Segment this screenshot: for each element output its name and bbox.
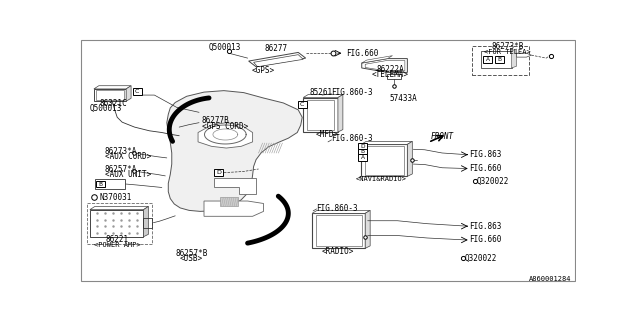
- Text: FIG.860-3: FIG.860-3: [332, 134, 373, 143]
- Polygon shape: [365, 146, 404, 175]
- Text: 85261: 85261: [310, 88, 333, 97]
- Polygon shape: [94, 89, 126, 101]
- Bar: [358, 148, 367, 156]
- Text: FIG.863: FIG.863: [469, 222, 501, 231]
- Text: B: B: [497, 57, 501, 62]
- Text: 86277B: 86277B: [202, 116, 229, 125]
- Text: <RADIO>: <RADIO>: [322, 247, 354, 256]
- Text: FIG.660: FIG.660: [469, 164, 501, 173]
- Polygon shape: [97, 90, 124, 100]
- Text: D: D: [360, 144, 365, 149]
- Text: 86221: 86221: [106, 236, 129, 244]
- Polygon shape: [249, 52, 306, 67]
- Polygon shape: [253, 55, 303, 67]
- Text: <USB>: <USB>: [180, 254, 203, 263]
- Text: B: B: [99, 181, 103, 187]
- Text: <POWER AMP>: <POWER AMP>: [94, 242, 141, 248]
- Polygon shape: [214, 178, 256, 194]
- Polygon shape: [126, 86, 131, 101]
- Bar: [214, 169, 223, 176]
- Polygon shape: [143, 206, 148, 237]
- Polygon shape: [303, 98, 338, 132]
- Text: FIG.860-3: FIG.860-3: [332, 88, 373, 97]
- Bar: [88, 204, 152, 244]
- Text: Q320022: Q320022: [477, 177, 509, 186]
- Text: A: A: [486, 57, 490, 62]
- Polygon shape: [365, 210, 370, 248]
- Text: N370031: N370031: [100, 193, 132, 202]
- Polygon shape: [307, 100, 334, 130]
- Bar: [358, 143, 367, 150]
- Text: FIG.863: FIG.863: [469, 150, 501, 159]
- Text: <TELEMA>: <TELEMA>: [372, 70, 409, 79]
- Text: 86277: 86277: [264, 44, 287, 53]
- Text: <AUX UNIT>: <AUX UNIT>: [105, 170, 151, 179]
- Polygon shape: [312, 210, 370, 213]
- Text: FIG.660: FIG.660: [469, 236, 501, 244]
- Bar: [97, 180, 106, 188]
- Polygon shape: [516, 53, 531, 57]
- Text: 86257*A: 86257*A: [105, 165, 137, 174]
- Bar: [387, 74, 401, 79]
- Polygon shape: [303, 95, 343, 98]
- Polygon shape: [481, 51, 511, 68]
- Bar: [483, 56, 492, 63]
- Polygon shape: [167, 91, 302, 212]
- Bar: [95, 179, 125, 189]
- Text: <AUX CORD>: <AUX CORD>: [105, 152, 151, 161]
- Polygon shape: [362, 59, 408, 72]
- Text: 86222A: 86222A: [376, 65, 404, 74]
- Text: <NAVI&RADIO>: <NAVI&RADIO>: [356, 176, 407, 182]
- Polygon shape: [312, 213, 365, 248]
- Text: A: A: [361, 155, 365, 160]
- Bar: [495, 56, 504, 63]
- Text: 86321C: 86321C: [100, 99, 127, 108]
- Text: <GPS CORD>: <GPS CORD>: [202, 122, 248, 131]
- Bar: [472, 46, 529, 75]
- Polygon shape: [338, 95, 343, 132]
- Polygon shape: [198, 123, 253, 148]
- Polygon shape: [94, 86, 131, 89]
- Polygon shape: [316, 215, 362, 246]
- Polygon shape: [361, 144, 408, 176]
- Text: <GPS>: <GPS>: [252, 66, 275, 75]
- Polygon shape: [90, 206, 148, 210]
- Polygon shape: [362, 56, 392, 63]
- Text: C: C: [300, 102, 305, 108]
- Polygon shape: [408, 141, 412, 176]
- Text: B: B: [361, 149, 365, 155]
- Text: Q320022: Q320022: [465, 254, 497, 263]
- Text: D: D: [216, 170, 221, 175]
- Text: FIG.860-3: FIG.860-3: [317, 204, 358, 213]
- Text: C: C: [135, 89, 140, 94]
- Text: FRONT: FRONT: [430, 132, 453, 141]
- Text: <MFD>: <MFD>: [316, 130, 339, 139]
- Polygon shape: [361, 141, 412, 144]
- Bar: [132, 88, 141, 95]
- Text: Q500013: Q500013: [208, 43, 241, 52]
- Polygon shape: [205, 125, 246, 144]
- Text: 86257*B: 86257*B: [175, 249, 208, 258]
- Text: A860001284: A860001284: [529, 276, 571, 282]
- Polygon shape: [220, 196, 237, 206]
- Polygon shape: [90, 210, 143, 237]
- Polygon shape: [204, 201, 264, 216]
- Polygon shape: [365, 60, 405, 71]
- Bar: [143, 218, 152, 228]
- Text: 86273*B: 86273*B: [492, 42, 524, 51]
- Polygon shape: [511, 49, 516, 68]
- Text: 86273*A: 86273*A: [105, 147, 137, 156]
- Bar: [298, 101, 307, 108]
- Text: FIG.660: FIG.660: [346, 49, 379, 58]
- Text: 57433A: 57433A: [390, 94, 417, 103]
- Text: Q500013: Q500013: [90, 104, 122, 113]
- Bar: [358, 154, 367, 161]
- Text: <FOR TELEA>: <FOR TELEA>: [484, 49, 531, 55]
